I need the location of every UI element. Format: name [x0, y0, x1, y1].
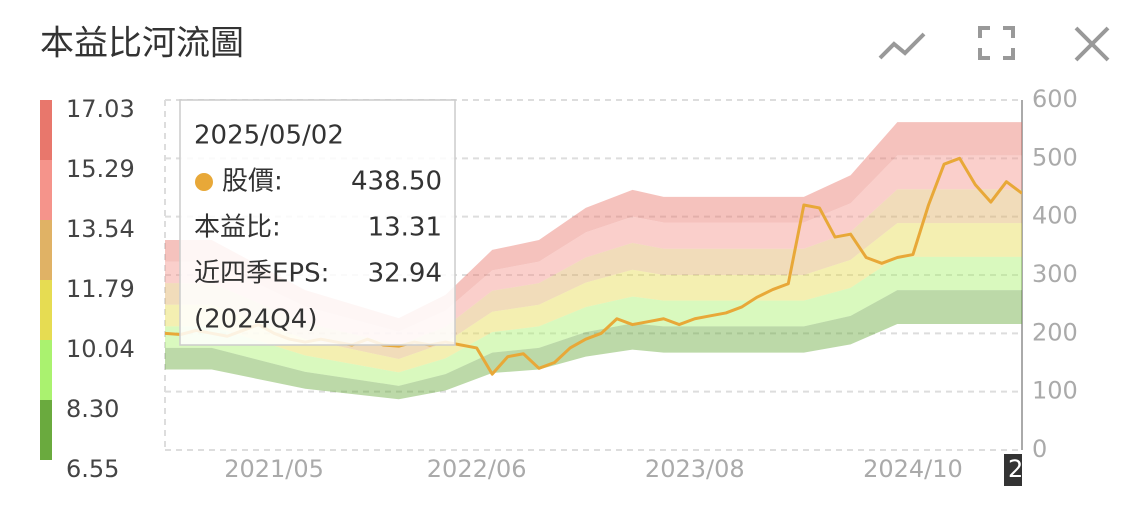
crosshair-label: 2025/05 [1008, 455, 1108, 483]
legend-swatch [40, 160, 52, 220]
tooltip-value: 13.31 [368, 213, 442, 243]
crosshair-label-box: 2025/05 [1004, 454, 1108, 486]
y-tick-label: 400 [1032, 202, 1078, 230]
tooltip-date: 2025/05/02 [194, 121, 344, 151]
legend-swatch [40, 220, 52, 280]
tooltip-marker [195, 173, 213, 191]
y-tick-label: 600 [1032, 85, 1078, 113]
icon-stroke [1003, 26, 1015, 38]
legend-swatch [40, 340, 52, 400]
legend-label: 8.30 [66, 395, 119, 423]
y-tick-label: 500 [1032, 143, 1078, 171]
line-chart-icon[interactable] [878, 32, 926, 60]
river-band [165, 256, 1022, 386]
legend-label: 6.55 [66, 455, 119, 483]
legend-swatch [40, 100, 52, 160]
river-band [165, 122, 1022, 332]
legend-label: 10.04 [66, 335, 135, 363]
icon-stroke [978, 26, 990, 38]
icon-stroke [978, 48, 990, 60]
tooltip-label: 本益比: [194, 213, 281, 243]
y-tick-label: 200 [1032, 318, 1078, 346]
icon-stroke [1074, 26, 1110, 62]
x-tick-label: 2024/10 [863, 455, 963, 483]
x-tick-label: 2021/05 [224, 455, 324, 483]
tooltip-label: 近四季EPS: [194, 259, 329, 289]
icon-stroke [1003, 48, 1015, 60]
y-tick-label: 300 [1032, 260, 1078, 288]
river-band [165, 189, 1022, 359]
icon-stroke [878, 32, 926, 60]
y-tick-label: 0 [1032, 435, 1047, 463]
legend-label: 15.29 [66, 155, 135, 183]
legend-label: 11.79 [66, 275, 135, 303]
tooltip-value: 32.94 [368, 259, 442, 289]
y-tick-label: 100 [1032, 377, 1078, 405]
close-icon[interactable] [1074, 26, 1110, 62]
river-band [165, 223, 1022, 373]
legend-label: 13.54 [66, 215, 135, 243]
legend-swatch [40, 280, 52, 340]
fullscreen-icon[interactable] [978, 26, 1015, 60]
tooltip-box [179, 99, 456, 346]
legend-label: 17.03 [66, 95, 135, 123]
river-band [165, 155, 1022, 345]
river-band [165, 290, 1022, 400]
x-tick-label: 2023/08 [645, 455, 745, 483]
crosshair-label-bg [1004, 454, 1022, 486]
tooltip-note: (2024Q4) [194, 305, 317, 335]
tooltip-label: 股價: [222, 167, 283, 197]
tooltip-value: 438.50 [351, 167, 442, 197]
widget-title: 本益比河流圖 [40, 24, 244, 64]
legend-swatch [40, 400, 52, 460]
x-tick-label: 2022/06 [427, 455, 527, 483]
